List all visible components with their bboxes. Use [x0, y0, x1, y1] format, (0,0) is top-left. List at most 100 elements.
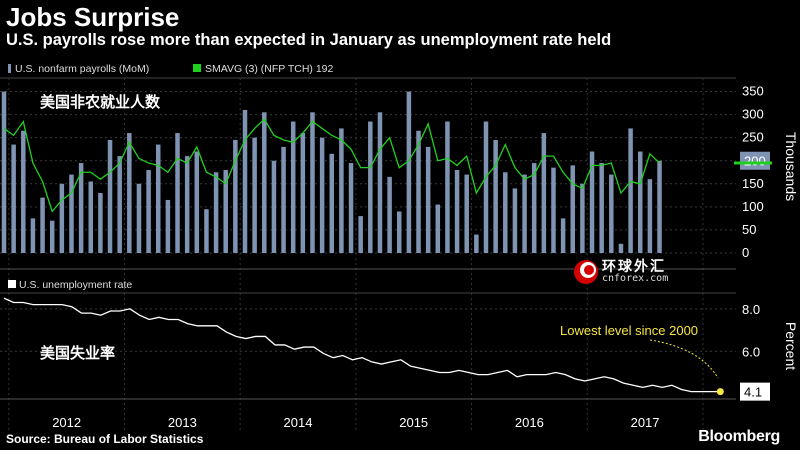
top-y-axis-label: Thousands — [783, 132, 799, 201]
payroll-bar — [445, 121, 450, 254]
top-y-tick-label: 150 — [742, 176, 764, 191]
legend-swatch-sma — [193, 64, 201, 72]
callout-lowest-level: Lowest level since 2000 — [560, 323, 698, 338]
source-note: Source: Bureau of Labor Statistics — [6, 432, 204, 446]
top-y-tick-label: 300 — [742, 107, 764, 122]
payroll-bar — [233, 139, 238, 253]
payroll-bar — [40, 197, 45, 253]
payroll-bar — [599, 163, 604, 253]
annotation-payrolls: 美国非农就业人数 — [40, 93, 161, 111]
payroll-bar — [204, 209, 209, 253]
bottom-y-tick-label: 8.0 — [742, 302, 760, 317]
payroll-bar — [647, 179, 653, 253]
payroll-bar — [1, 91, 7, 254]
payroll-bar — [657, 160, 662, 253]
payroll-bar — [406, 91, 412, 254]
top-y-tick-label: 0 — [742, 245, 749, 260]
payroll-bar — [560, 218, 566, 253]
payroll-bar — [155, 144, 161, 253]
payroll-bar — [98, 193, 103, 253]
payroll-bar — [531, 163, 537, 253]
payroll-bar — [242, 109, 248, 253]
payroll-bar — [184, 156, 190, 253]
watermark-sub: cnforex.com — [602, 273, 669, 284]
payroll-bar — [609, 174, 614, 253]
bottom-y-tick-label: 6.0 — [742, 344, 760, 359]
payroll-bar — [512, 188, 518, 253]
chart-svg: U.S. nonfarm payrolls (MoM) SMAVG (3) (NF… — [0, 63, 799, 430]
payroll-bar — [271, 160, 277, 253]
cnforex-watermark: 环球外汇 cnforex.com — [572, 254, 692, 290]
payroll-bar — [262, 112, 267, 253]
callout-arrow — [649, 339, 719, 379]
top-y-tick-label: 250 — [742, 130, 764, 145]
payroll-bar — [59, 183, 65, 253]
payroll-bar — [637, 151, 643, 253]
last-bar-value-box — [740, 151, 770, 170]
payroll-bar — [522, 174, 527, 253]
payroll-bar — [11, 144, 16, 253]
unemployment-line — [3, 297, 721, 393]
payroll-bar — [387, 176, 392, 253]
payroll-bar — [377, 112, 383, 253]
payroll-bar — [396, 211, 402, 253]
payroll-bar — [252, 137, 257, 253]
payroll-bar — [483, 121, 489, 254]
bottom-y-axis-label: Percent — [783, 322, 799, 370]
payroll-bar — [213, 172, 219, 253]
x-tick-label-year: 2014 — [284, 415, 313, 430]
x-tick-label-year: 2015 — [399, 415, 428, 430]
payroll-bar — [117, 156, 122, 253]
payroll-bar — [464, 174, 469, 253]
top-y-tick-label: 50 — [742, 222, 756, 237]
x-tick-label-year: 2012 — [52, 415, 81, 430]
payroll-bar — [329, 153, 335, 253]
payroll-bar — [339, 128, 344, 253]
x-tick-label-year: 2016 — [515, 415, 544, 430]
payroll-bar — [146, 169, 151, 253]
payroll-bar — [175, 133, 180, 253]
legend-unemployment: U.S. unemployment rate — [19, 279, 132, 291]
watermark-logo-icon — [574, 260, 598, 284]
payroll-bar — [348, 163, 354, 253]
payroll-bar — [368, 121, 373, 254]
watermark-main: 环球外汇 — [602, 259, 666, 275]
last-unemployment-value-box — [740, 382, 770, 401]
payroll-bar — [493, 139, 498, 253]
x-tick-label-year: 2013 — [168, 415, 197, 430]
payroll-bar — [88, 181, 94, 253]
payroll-bar — [618, 243, 624, 253]
payroll-bar — [425, 146, 431, 253]
payroll-bar — [107, 139, 113, 253]
payroll-bar — [435, 204, 441, 253]
legend-sma: SMAVG (3) (NFP TCH) 192 — [205, 63, 334, 75]
payroll-bar — [194, 151, 200, 253]
last-bar-value-label: 200 — [744, 154, 766, 169]
payroll-bar — [570, 165, 576, 253]
payroll-bar — [281, 146, 286, 253]
chart-area: U.S. nonfarm payrolls (MoM) SMAVG (3) (NF… — [0, 56, 800, 430]
payroll-bar — [541, 133, 547, 253]
payroll-bar — [358, 216, 363, 253]
payroll-bar — [30, 218, 36, 253]
lowest-level-dot — [716, 388, 724, 396]
legend-swatch-unemployment — [8, 280, 16, 288]
last-unemployment-value-label: 4.1 — [744, 385, 762, 400]
payroll-bar — [580, 183, 585, 253]
payroll-bar — [223, 169, 228, 253]
payroll-bar — [503, 172, 508, 253]
payroll-bar — [78, 163, 84, 253]
payroll-bar — [136, 183, 142, 253]
payroll-bar — [474, 234, 479, 253]
chart-subtitle: U.S. payrolls rose more than expected in… — [6, 31, 612, 49]
payroll-bar — [628, 128, 633, 253]
chart-title: Jobs Surprise — [6, 2, 180, 32]
payroll-bar — [416, 130, 421, 253]
payroll-bar — [290, 121, 296, 254]
sma-line — [3, 118, 660, 213]
payroll-bar — [300, 133, 306, 253]
payroll-bar — [165, 199, 171, 253]
legend-bars: U.S. nonfarm payrolls (MoM) — [15, 63, 149, 75]
top-y-tick-label: 350 — [742, 84, 764, 99]
annotation-unemployment: 美国失业率 — [40, 344, 115, 362]
